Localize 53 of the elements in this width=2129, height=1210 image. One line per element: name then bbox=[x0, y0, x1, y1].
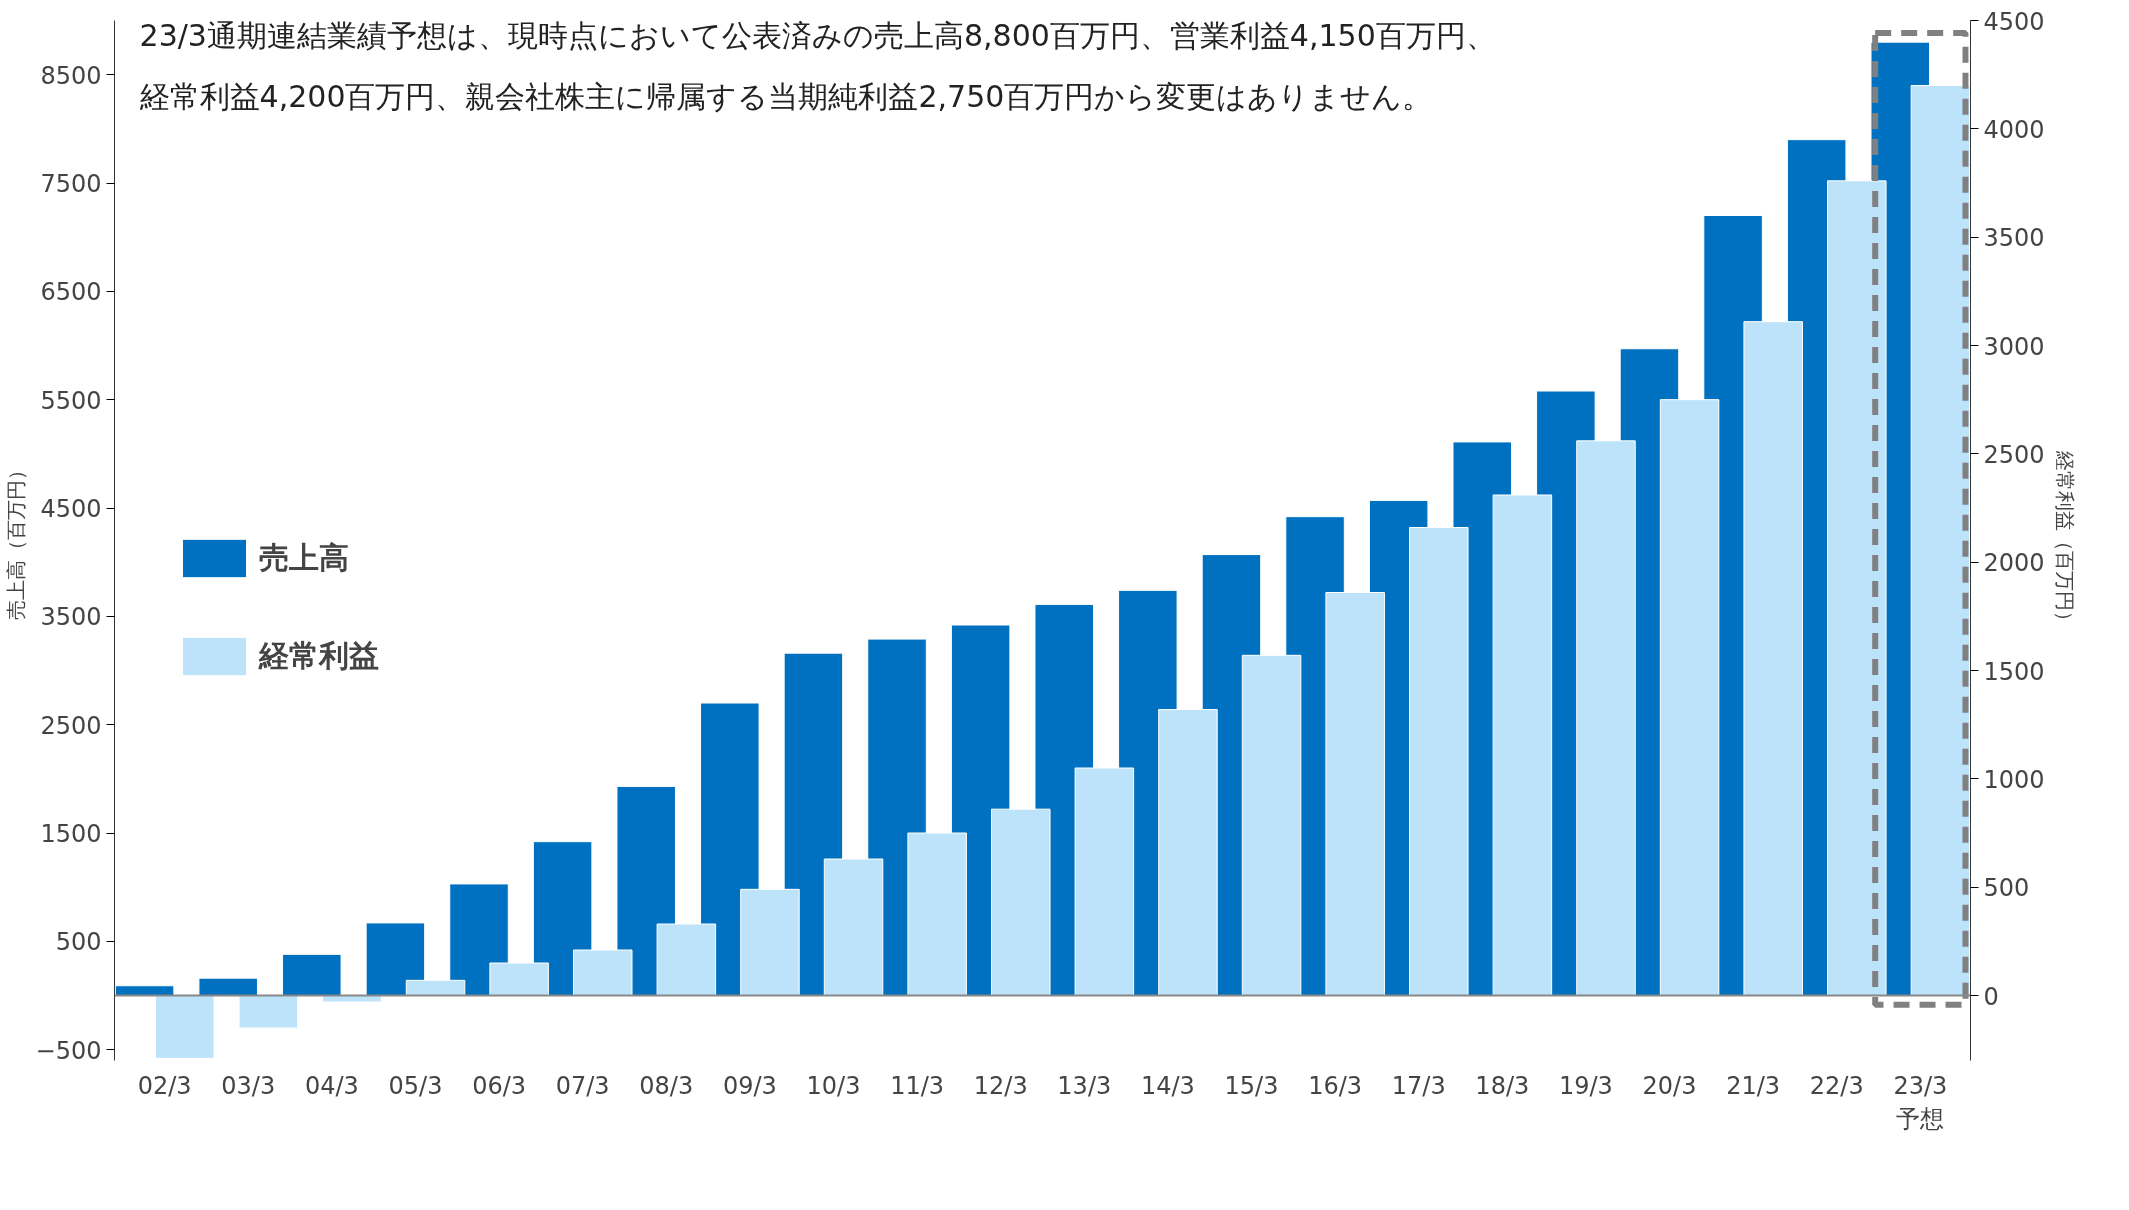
y2-tick-label: 0 bbox=[1983, 982, 1999, 1011]
x-tick-label: 08/3 bbox=[639, 1071, 694, 1100]
x-tick-label: 11/3 bbox=[890, 1071, 945, 1100]
y2-tick-label: 1000 bbox=[1983, 765, 2045, 794]
y-tick-label: 8500 bbox=[40, 61, 102, 90]
bar bbox=[154, 995, 215, 1059]
x-tick-label: 23/3 予想 bbox=[1893, 1071, 1948, 1134]
x-tick-label: 22/3 bbox=[1809, 1071, 1864, 1100]
y2-tick-label: 4000 bbox=[1983, 115, 2045, 144]
x-tick-label: 10/3 bbox=[806, 1071, 861, 1100]
y-tick-label: 500 bbox=[55, 928, 102, 957]
y-tick-label: 2500 bbox=[40, 711, 102, 740]
bar bbox=[198, 977, 258, 996]
x-tick-label: 09/3 bbox=[722, 1071, 777, 1100]
y-axis-title: 売上高（百万円） bbox=[3, 460, 28, 621]
x-tick-label: 06/3 bbox=[472, 1071, 527, 1100]
x-tick-label: 17/3 bbox=[1391, 1071, 1446, 1100]
x-tick-label: 15/3 bbox=[1224, 1071, 1279, 1100]
y2-tick-label: 1500 bbox=[1983, 657, 2045, 686]
y-tick-label: 6500 bbox=[40, 278, 102, 307]
x-tick-label: 02/3 bbox=[137, 1071, 192, 1100]
x-tick-label: 18/3 bbox=[1475, 1071, 1530, 1100]
y-tick-label: 7500 bbox=[40, 170, 102, 198]
x-tick-label: 07/3 bbox=[555, 1071, 610, 1100]
annotation: 経常利益4,200百万円、親会社株主に帰属する当期純利益2,750百万円から変更はありません。 bbox=[138, 78, 1433, 114]
bar bbox=[238, 995, 299, 1029]
y2-tick-label: 2000 bbox=[1983, 549, 2045, 578]
x-tick-label: 14/3 bbox=[1140, 1071, 1195, 1100]
x-tick-label: 20/3 bbox=[1642, 1071, 1697, 1100]
x-tick-label: 05/3 bbox=[388, 1071, 443, 1100]
y2-tick-label: 3500 bbox=[1983, 224, 2045, 253]
y2-tick-label: 500 bbox=[1983, 874, 2030, 903]
y2-tick-label: 2500 bbox=[1983, 440, 2045, 469]
x-tick-label: 13/3 bbox=[1057, 1071, 1112, 1100]
legend-label: 売上高 bbox=[259, 538, 349, 577]
bar bbox=[114, 985, 175, 996]
y-tick-label: 3500 bbox=[40, 603, 102, 632]
y-tick-label: 1500 bbox=[40, 820, 102, 848]
y-tick-label: 4500 bbox=[40, 495, 102, 523]
y-tick-label: 5500 bbox=[40, 386, 102, 415]
x-tick-label: 19/3 bbox=[1558, 1071, 1613, 1100]
y2-axis-title: 経常利益（百万円） bbox=[2052, 449, 2077, 631]
x-tick-label: 21/3 bbox=[1726, 1071, 1781, 1100]
x-tick-label: 03/3 bbox=[221, 1071, 276, 1100]
bar bbox=[282, 953, 342, 996]
legend-label: 経常利益 bbox=[259, 636, 379, 675]
x-tick-label: 04/3 bbox=[304, 1071, 359, 1100]
y2-tick-label: 4500 bbox=[1983, 7, 2045, 36]
annotation: 23/3通期連結業績予想は、現時点において公表済みの売上高8,800百万円、営業利益4,150百万円、 bbox=[139, 18, 1496, 53]
x-tick-label: 16/3 bbox=[1308, 1071, 1363, 1100]
y2-tick-label: 3000 bbox=[1983, 332, 2045, 361]
x-tick-label: 12/3 bbox=[973, 1071, 1028, 1100]
y-tick-label: −500 bbox=[35, 1036, 102, 1065]
